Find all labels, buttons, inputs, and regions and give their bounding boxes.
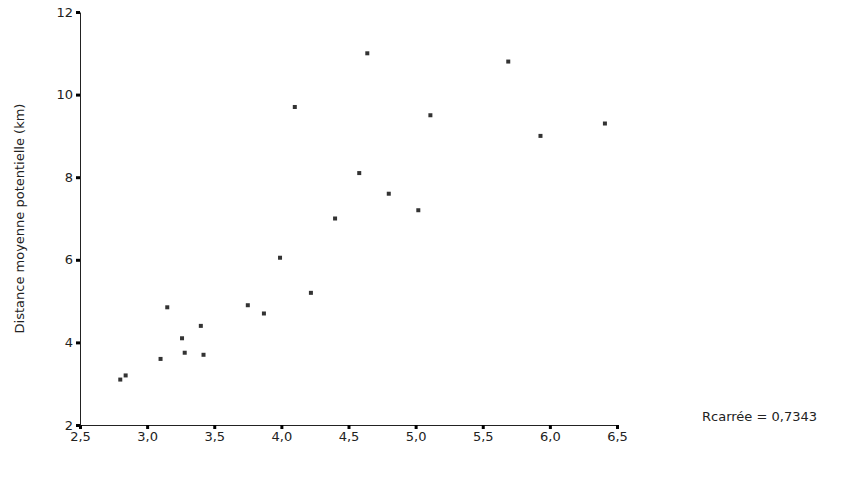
point [333,217,337,221]
y-tick: 2 [65,418,80,433]
point [159,357,163,361]
points [118,51,607,381]
point [365,51,369,55]
x-tick-label: 4,5 [339,429,360,444]
chart: 2,5 3,0 3,5 4,0 4,5 5,0 5,5 6,0 6,5 2 4 6 8 10 12 Dista… [0,0,855,477]
x-tick: 4,0 [272,425,293,444]
point [357,171,361,175]
y-tick-label: 6 [65,252,73,267]
y-tick: 8 [65,170,80,185]
x-tick: 4,5 [339,425,360,444]
point [246,303,250,307]
y-tick-mark [76,11,80,14]
y-tick-mark [76,341,80,344]
y-tick-label: 10 [56,87,73,102]
point [603,122,607,126]
y-axis-line [80,13,81,426]
y-tick: 6 [65,252,80,267]
y-tick-mark [76,259,80,262]
point [506,60,510,64]
point [202,353,206,357]
y-tick: 4 [65,335,80,350]
x-tick-label: 5,5 [473,429,494,444]
y-tick-label: 4 [65,335,73,350]
point [293,105,297,109]
x-tick-label: 6,5 [607,429,628,444]
x-tick: 6,5 [607,425,628,444]
y-tick: 12 [56,5,80,20]
point [278,256,282,260]
y-tick-mark [76,176,80,179]
point [180,336,184,340]
y-tick-label: 8 [65,170,73,185]
point [124,373,128,377]
x-tick: 3,5 [204,425,225,444]
point [183,351,187,355]
point [428,113,432,117]
point [262,311,266,315]
x-tick: 6,0 [540,425,561,444]
y-tick-mark [76,424,80,427]
y-tick-label: 12 [56,5,73,20]
x-tick-label: 6,0 [540,429,561,444]
annotation: Rcarrée = 0,7343 [702,409,817,424]
x-tick-label: 2,5 [70,429,91,444]
x-tick-label: 5,0 [406,429,427,444]
x-tick-label: 3,5 [204,429,225,444]
y-axis: 2 4 6 8 10 12 [56,5,80,433]
plot: 2,5 3,0 3,5 4,0 4,5 5,0 5,5 6,0 6,5 2 4 6 8 10 12 [56,5,627,445]
point [416,208,420,212]
y-tick-mark [76,94,80,97]
x-tick-label: 4,0 [272,429,293,444]
point [165,305,169,309]
point [199,324,203,328]
x-tick: 2,5 [70,425,91,444]
point [118,378,122,382]
x-tick: 3,0 [137,425,158,444]
x-tick: 5,0 [406,425,427,444]
y-tick-label: 2 [65,418,73,433]
x-tick: 5,5 [473,425,494,444]
y-axis-title: Distance moyenne potentielle (km) [12,104,27,334]
y-tick: 10 [56,87,80,102]
point [538,134,542,138]
point [309,291,313,295]
x-tick-label: 3,0 [137,429,158,444]
point [387,192,391,196]
x-axis: 2,5 3,0 3,5 4,0 4,5 5,0 5,5 6,0 6,5 [70,425,628,444]
